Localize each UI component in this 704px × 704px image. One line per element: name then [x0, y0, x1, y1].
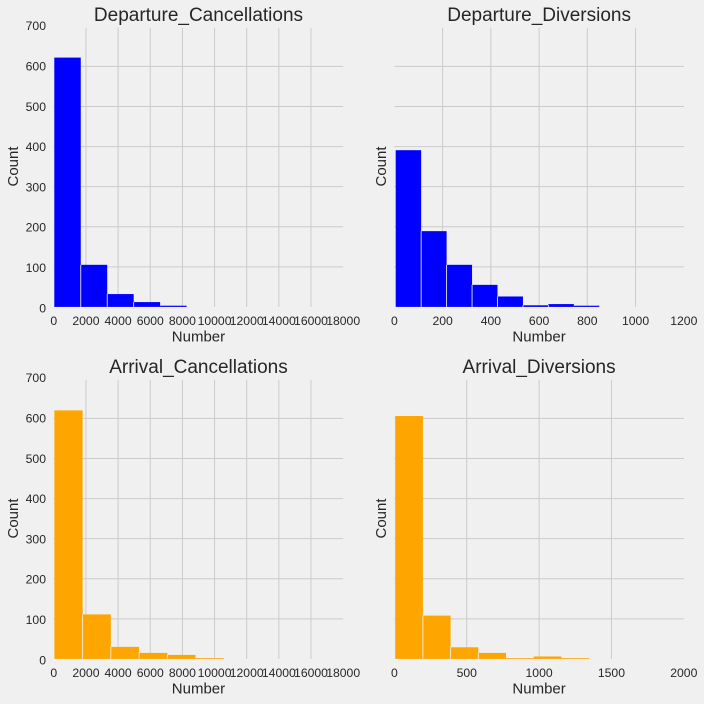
svg-text:18000: 18000 [326, 314, 360, 328]
svg-text:12000: 12000 [230, 314, 264, 328]
svg-text:Count: Count [373, 146, 390, 187]
svg-text:6000: 6000 [137, 666, 164, 680]
svg-text:0: 0 [39, 653, 46, 667]
svg-text:300: 300 [26, 532, 47, 546]
svg-text:12000: 12000 [230, 666, 264, 680]
svg-text:6000: 6000 [137, 314, 164, 328]
svg-text:200: 200 [26, 573, 47, 587]
svg-text:0: 0 [50, 314, 57, 328]
svg-text:Arrival_Cancellations: Arrival_Cancellations [109, 357, 287, 378]
svg-text:Count: Count [5, 146, 22, 187]
svg-text:400: 400 [26, 140, 47, 154]
svg-text:2000: 2000 [670, 666, 697, 680]
svg-text:4000: 4000 [105, 666, 132, 680]
svg-text:14000: 14000 [262, 666, 296, 680]
svg-text:0: 0 [391, 666, 398, 680]
svg-text:100: 100 [26, 261, 47, 275]
svg-text:Count: Count [5, 498, 22, 539]
svg-text:500: 500 [26, 452, 47, 466]
svg-text:4000: 4000 [105, 314, 132, 328]
svg-text:18000: 18000 [326, 666, 360, 680]
svg-text:Count: Count [373, 498, 390, 539]
svg-text:Number: Number [172, 328, 225, 345]
svg-text:700: 700 [26, 371, 47, 385]
svg-text:600: 600 [529, 314, 550, 328]
svg-text:400: 400 [481, 314, 502, 328]
svg-text:Departure_Cancellations: Departure_Cancellations [94, 5, 303, 26]
svg-text:0: 0 [391, 314, 398, 328]
svg-text:800: 800 [577, 314, 598, 328]
svg-text:10000: 10000 [198, 314, 232, 328]
svg-text:0: 0 [50, 666, 57, 680]
svg-text:300: 300 [26, 180, 47, 194]
svg-text:0: 0 [39, 301, 46, 315]
svg-text:1200: 1200 [670, 314, 697, 328]
svg-text:600: 600 [26, 60, 47, 74]
svg-text:2000: 2000 [72, 666, 99, 680]
svg-text:8000: 8000 [169, 666, 196, 680]
svg-text:200: 200 [432, 314, 453, 328]
svg-text:10000: 10000 [198, 666, 232, 680]
svg-text:Number: Number [512, 328, 565, 345]
svg-text:500: 500 [457, 666, 478, 680]
svg-text:Departure_Diversions: Departure_Diversions [447, 5, 631, 26]
svg-text:16000: 16000 [294, 314, 328, 328]
svg-text:1000: 1000 [622, 314, 649, 328]
svg-text:200: 200 [26, 221, 47, 235]
svg-text:14000: 14000 [262, 314, 296, 328]
svg-text:400: 400 [26, 492, 47, 506]
svg-text:2000: 2000 [72, 314, 99, 328]
svg-text:16000: 16000 [294, 666, 328, 680]
svg-text:Arrival_Diversions: Arrival_Diversions [463, 357, 616, 378]
svg-text:1500: 1500 [598, 666, 625, 680]
svg-text:500: 500 [26, 100, 47, 114]
svg-text:100: 100 [26, 613, 47, 627]
svg-text:8000: 8000 [169, 314, 196, 328]
svg-text:1000: 1000 [526, 666, 553, 680]
svg-text:Number: Number [172, 680, 225, 697]
svg-text:700: 700 [26, 19, 47, 33]
svg-text:Number: Number [512, 680, 565, 697]
svg-text:600: 600 [26, 412, 47, 426]
